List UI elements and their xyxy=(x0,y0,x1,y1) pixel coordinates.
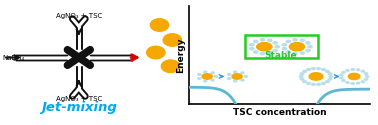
Circle shape xyxy=(306,42,310,44)
Circle shape xyxy=(228,78,231,79)
Circle shape xyxy=(257,43,272,51)
Circle shape xyxy=(309,73,323,80)
Circle shape xyxy=(234,71,237,73)
Text: NaBH₄: NaBH₄ xyxy=(3,54,25,60)
Circle shape xyxy=(254,51,258,53)
Circle shape xyxy=(303,70,307,72)
Circle shape xyxy=(325,81,329,83)
Circle shape xyxy=(364,78,368,80)
Circle shape xyxy=(204,71,207,73)
Circle shape xyxy=(342,80,345,82)
Circle shape xyxy=(340,74,343,76)
Circle shape xyxy=(317,68,321,70)
Circle shape xyxy=(241,72,244,74)
Circle shape xyxy=(300,78,304,80)
Circle shape xyxy=(260,52,265,55)
Circle shape xyxy=(161,60,180,72)
Circle shape xyxy=(202,74,212,79)
Text: Jet-mixing: Jet-mixing xyxy=(41,101,117,114)
Circle shape xyxy=(147,46,165,59)
X-axis label: TSC concentration: TSC concentration xyxy=(233,108,327,117)
Circle shape xyxy=(286,51,291,53)
Circle shape xyxy=(311,83,315,85)
Circle shape xyxy=(293,39,297,41)
Circle shape xyxy=(361,81,364,82)
Circle shape xyxy=(293,52,297,55)
Circle shape xyxy=(300,73,304,75)
Circle shape xyxy=(307,82,310,84)
Circle shape xyxy=(211,72,214,74)
Circle shape xyxy=(204,80,207,82)
Circle shape xyxy=(351,69,355,70)
Circle shape xyxy=(198,74,201,75)
Circle shape xyxy=(311,68,315,70)
Circle shape xyxy=(232,74,242,79)
Circle shape xyxy=(351,82,355,84)
Circle shape xyxy=(308,46,312,48)
Circle shape xyxy=(249,48,254,50)
Circle shape xyxy=(322,82,325,84)
Circle shape xyxy=(300,52,305,54)
Circle shape xyxy=(299,76,303,77)
Circle shape xyxy=(303,81,307,83)
Circle shape xyxy=(356,69,360,71)
Circle shape xyxy=(268,39,272,42)
Circle shape xyxy=(317,83,321,85)
Circle shape xyxy=(282,48,287,50)
Circle shape xyxy=(254,40,258,43)
Circle shape xyxy=(214,76,217,77)
Circle shape xyxy=(348,73,360,80)
Circle shape xyxy=(273,42,277,44)
Circle shape xyxy=(150,19,169,31)
Circle shape xyxy=(241,79,244,81)
Circle shape xyxy=(163,34,181,46)
Text: AgNO₃ + TSC: AgNO₃ + TSC xyxy=(56,13,102,19)
Circle shape xyxy=(286,40,291,43)
Circle shape xyxy=(249,44,254,46)
Circle shape xyxy=(273,49,277,52)
Circle shape xyxy=(211,79,214,81)
Circle shape xyxy=(306,49,310,52)
Circle shape xyxy=(300,39,305,42)
Circle shape xyxy=(282,44,287,46)
Circle shape xyxy=(268,52,272,54)
Circle shape xyxy=(342,72,345,73)
Circle shape xyxy=(228,74,231,75)
Circle shape xyxy=(260,39,265,41)
Text: Stable: Stable xyxy=(264,50,297,59)
Text: AgNO₃ + TSC: AgNO₃ + TSC xyxy=(56,96,102,102)
Circle shape xyxy=(328,73,332,75)
Bar xyxy=(67,50,90,65)
Circle shape xyxy=(289,43,305,51)
Circle shape xyxy=(361,70,364,72)
Circle shape xyxy=(346,82,349,83)
Circle shape xyxy=(322,68,325,70)
Circle shape xyxy=(364,73,368,74)
Circle shape xyxy=(329,76,333,77)
Circle shape xyxy=(356,82,360,84)
Circle shape xyxy=(244,76,248,77)
Circle shape xyxy=(234,80,237,82)
Circle shape xyxy=(346,70,349,71)
Circle shape xyxy=(325,70,329,72)
Circle shape xyxy=(340,77,343,79)
Circle shape xyxy=(328,78,332,80)
Y-axis label: Energy: Energy xyxy=(176,37,185,73)
Circle shape xyxy=(366,76,369,77)
Bar xyxy=(245,34,318,58)
Circle shape xyxy=(198,78,201,79)
Circle shape xyxy=(275,46,280,48)
Circle shape xyxy=(307,68,310,70)
